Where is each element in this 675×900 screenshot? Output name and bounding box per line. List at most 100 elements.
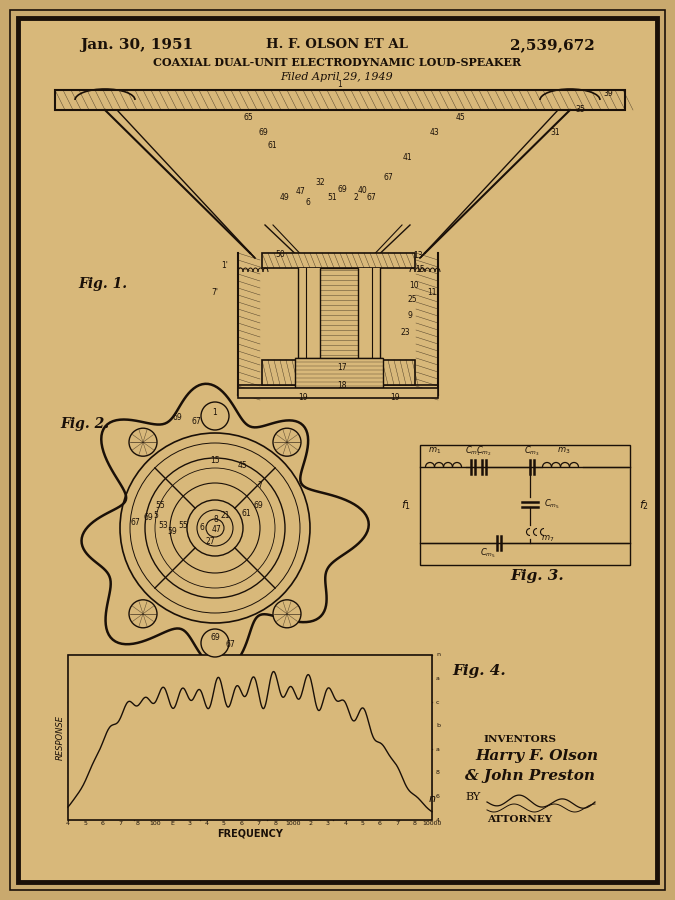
Text: $m_7$: $m_7$ [541, 533, 555, 544]
Bar [68, 655, 432, 820]
Text: 5: 5 [360, 821, 365, 826]
Text: 3: 3 [326, 821, 330, 826]
Text: 6: 6 [436, 794, 440, 799]
Text: 43: 43 [430, 128, 440, 137]
Bar [320, 268, 358, 385]
Text: 8: 8 [274, 821, 278, 826]
Text: 9: 9 [408, 311, 412, 320]
Circle shape [273, 428, 301, 456]
Text: Fig. 1.: Fig. 1. [78, 277, 127, 291]
Text: 7: 7 [118, 821, 122, 826]
Text: COAXIAL DUAL-UNIT ELECTRODYNAMIC LOUD-SPEAKER: COAXIAL DUAL-UNIT ELECTRODYNAMIC LOUD-SP… [153, 57, 521, 68]
Text: b: b [436, 724, 440, 728]
Text: $C_{m_3}$: $C_{m_3}$ [524, 444, 540, 457]
Text: $C_{m_5}$: $C_{m_5}$ [544, 497, 560, 511]
Text: 8: 8 [136, 821, 139, 826]
Text: 6: 6 [101, 821, 105, 826]
Text: 67: 67 [383, 173, 393, 182]
Text: 4: 4 [205, 821, 209, 826]
Text: 31: 31 [550, 128, 560, 137]
Text: 6: 6 [240, 821, 243, 826]
Circle shape [201, 402, 229, 430]
Text: ATTORNEY: ATTORNEY [487, 815, 553, 824]
Text: $C_{m_2}$: $C_{m_2}$ [476, 444, 492, 457]
Text: 61: 61 [241, 509, 251, 518]
Text: RESPONSE: RESPONSE [55, 715, 65, 760]
Text: 1000: 1000 [286, 821, 301, 826]
Text: H. F. OLSON ET AL: H. F. OLSON ET AL [266, 39, 408, 51]
Bar [262, 360, 415, 385]
Text: 69: 69 [143, 513, 153, 522]
Text: 11: 11 [427, 288, 437, 297]
Text: 59: 59 [167, 527, 177, 536]
Text: INVENTORS: INVENTORS [483, 735, 556, 744]
Text: 47: 47 [295, 187, 305, 196]
Text: 39: 39 [603, 89, 613, 98]
Text: 15: 15 [210, 456, 220, 465]
Text: Jan. 30, 1951: Jan. 30, 1951 [80, 38, 193, 52]
Text: 4: 4 [66, 821, 70, 826]
Text: 8: 8 [436, 770, 440, 776]
Text: 45: 45 [237, 461, 247, 470]
Text: 7: 7 [396, 821, 400, 826]
Text: 19: 19 [298, 393, 308, 402]
Text: 67: 67 [366, 193, 376, 202]
Text: n: n [436, 652, 440, 658]
Text: Fig. 4.: Fig. 4. [452, 664, 506, 678]
Text: 45: 45 [455, 113, 465, 122]
Text: 55: 55 [178, 521, 188, 530]
Circle shape [273, 599, 301, 628]
Circle shape [129, 599, 157, 628]
Text: 53: 53 [158, 521, 168, 530]
Text: 49: 49 [280, 193, 290, 202]
Circle shape [201, 629, 229, 657]
Bar [420, 445, 630, 565]
Bar [298, 268, 380, 360]
Text: 13: 13 [413, 251, 423, 260]
Text: 47: 47 [211, 525, 221, 534]
Text: 40: 40 [358, 186, 368, 195]
Text: $m_1$: $m_1$ [429, 446, 441, 456]
Text: FREQUENCY: FREQUENCY [217, 829, 283, 839]
Text: Filed April 29, 1949: Filed April 29, 1949 [281, 72, 394, 82]
Text: c: c [436, 699, 439, 705]
Bar [55, 90, 625, 110]
Bar [262, 253, 415, 268]
Text: 10000: 10000 [423, 821, 441, 826]
Text: Harry F. Olson: Harry F. Olson [475, 749, 598, 763]
Text: 69: 69 [172, 413, 182, 422]
Text: 7: 7 [256, 821, 261, 826]
Text: 32: 32 [315, 178, 325, 187]
Text: 69: 69 [210, 633, 220, 642]
Text: 7': 7' [211, 288, 219, 297]
Text: 8: 8 [412, 821, 416, 826]
Text: 2,539,672: 2,539,672 [510, 38, 595, 52]
Text: 6: 6 [306, 198, 311, 207]
Text: 19: 19 [390, 393, 400, 402]
Text: 55: 55 [155, 501, 165, 510]
Text: 5: 5 [84, 821, 87, 826]
Text: 51: 51 [327, 193, 337, 202]
Text: Fig. 2.: Fig. 2. [60, 417, 109, 431]
Text: 67: 67 [130, 518, 140, 527]
Text: 2: 2 [308, 821, 313, 826]
Text: 35: 35 [575, 105, 585, 114]
Text: $C_{m_1}$: $C_{m_1}$ [465, 444, 481, 457]
Text: E: E [170, 821, 174, 826]
Bar [238, 388, 438, 398]
Text: 8: 8 [213, 515, 219, 524]
Text: 67: 67 [225, 640, 235, 649]
Text: 15: 15 [415, 265, 425, 274]
Text: $f_1$: $f_1$ [401, 498, 411, 512]
Text: Fig. 3.: Fig. 3. [510, 569, 564, 583]
Text: $m_3$: $m_3$ [558, 446, 571, 456]
Text: 18: 18 [338, 381, 347, 390]
Text: 69: 69 [253, 501, 263, 510]
Text: 1: 1 [213, 408, 217, 417]
Text: a: a [436, 747, 440, 752]
Bar [295, 358, 383, 388]
Text: 5: 5 [153, 511, 159, 520]
Text: 65: 65 [243, 113, 253, 122]
Text: 4: 4 [436, 817, 440, 823]
Text: 3: 3 [188, 821, 191, 826]
